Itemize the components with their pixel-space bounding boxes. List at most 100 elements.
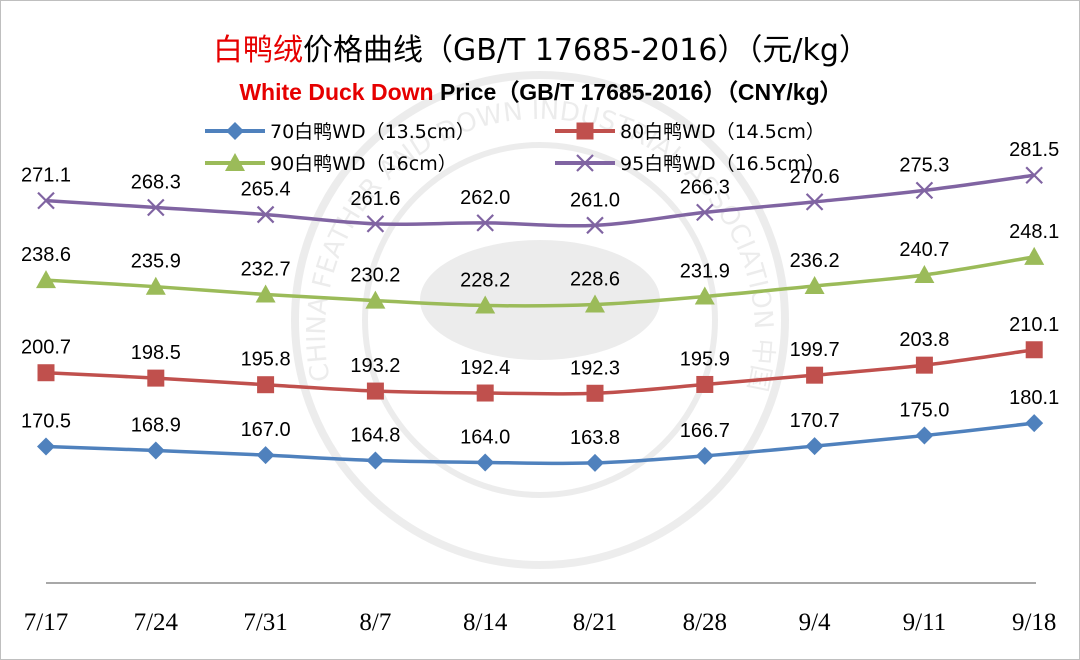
series-1-point-8/7: [366, 451, 385, 470]
data-label-s4-1: 271.1: [21, 165, 71, 187]
data-label-s1-7: 166.7: [680, 420, 730, 442]
legend-marker-1: [226, 122, 244, 140]
series-4-point-7/24: [147, 198, 165, 217]
data-label-s3-2: 235.9: [131, 251, 181, 273]
data-label-s4-10: 281.5: [1009, 139, 1059, 161]
series-2-point-7/24: [147, 369, 165, 387]
data-label-s2-3: 195.8: [241, 349, 291, 371]
series-1-point-8/21: [586, 453, 604, 472]
data-label-s1-3: 167.0: [241, 419, 291, 441]
series-1-point-9/18: [1025, 414, 1044, 433]
data-label-s3-6: 228.6: [570, 269, 620, 291]
series-line-2: [45, 348, 1035, 396]
series-3-point-9/18: [1024, 246, 1045, 265]
series-4: [37, 166, 1043, 235]
series-2-point-8/14: [476, 384, 494, 402]
data-label-s2-9: 203.8: [899, 329, 949, 351]
data-label-s1-10: 180.1: [1009, 387, 1059, 409]
legend-marker-3: [225, 153, 245, 171]
series-line-4: [45, 173, 1035, 228]
data-label-s1-8: 170.7: [790, 410, 840, 432]
data-label-s2-8: 199.7: [790, 339, 840, 361]
data-label-s3-7: 231.9: [680, 260, 730, 282]
data-label-s2-4: 193.2: [350, 355, 400, 377]
chart-title-cn: 白鸭绒价格曲线（GB/T 17685-2016）（元/kg）: [1, 25, 1080, 69]
series-4-point-9/11: [915, 181, 934, 200]
series-2-point-7/31: [257, 376, 275, 394]
series-2-point-7/17: [37, 364, 55, 382]
chart-title-en-rest: Price（GB/T 17685-2016）（CNY/kg）: [433, 79, 843, 105]
series-1: [37, 414, 1044, 472]
data-label-s2-6: 192.3: [570, 357, 620, 379]
x-tick-label-8: 9/4: [799, 609, 831, 636]
x-tick-label-2: 7/24: [134, 609, 179, 636]
legend: 70白鸭WD（13.5cm） 80白鸭WD（14.5cm） 90白鸭WD（16cm）…: [205, 121, 825, 175]
x-tick-label-6: 8/21: [573, 609, 617, 636]
data-label-s2-5: 192.4: [460, 357, 510, 379]
data-label-s2-1: 200.7: [21, 337, 71, 359]
x-tick-label-9: 9/11: [903, 609, 947, 636]
series-4-point-8/14: [476, 214, 494, 232]
legend-entry-3: 90白鸭WD（16cm）: [205, 153, 457, 175]
series-3-point-8/14: [475, 295, 496, 314]
series-3-point-7/24: [145, 276, 166, 295]
chart-title-cn-rest: 价格曲线（GB/T 17685-2016）（元/kg）: [303, 33, 869, 68]
series-1-point-8/14: [476, 453, 495, 472]
series-4-point-8/7: [366, 215, 385, 233]
legend-marker-4: [576, 154, 594, 172]
series-2-point-8/28: [696, 375, 714, 393]
data-label-s2-7: 195.9: [680, 348, 730, 370]
legend-entry-4: 95白鸭WD（16.5cm）: [555, 153, 825, 175]
x-tick-label-5: 8/14: [463, 609, 508, 636]
series-4-point-8/21: [586, 216, 604, 235]
series-3-point-9/11: [914, 264, 935, 283]
series-4-point-8/28: [696, 203, 714, 222]
chart-title-en: White Duck Down Price（GB/T 17685-2016）（C…: [1, 73, 1080, 107]
series-1-point-9/4: [805, 437, 824, 456]
series-4-point-9/18: [1025, 166, 1043, 184]
chart-title-en-highlight: White Duck Down: [239, 79, 434, 105]
data-label-s4-2: 268.3: [131, 171, 181, 193]
data-label-s1-5: 164.0: [460, 426, 510, 448]
data-label-s3-5: 228.2: [460, 270, 510, 292]
data-label-s1-4: 164.8: [350, 424, 400, 446]
series-4-point-7/31: [256, 205, 275, 224]
series-1-point-9/11: [915, 426, 934, 445]
series-1-point-7/24: [146, 441, 165, 460]
data-label-s1-9: 175.0: [899, 400, 949, 422]
data-label-s4-7: 266.3: [680, 176, 730, 198]
data-label-s4-5: 262.0: [460, 187, 510, 209]
data-label-s4-6: 261.0: [570, 189, 620, 211]
chart-title-cn-highlight: 白鸭绒: [213, 33, 304, 68]
series-2-point-8/7: [366, 382, 384, 400]
series-3-point-8/28: [694, 286, 715, 305]
series-3: [36, 246, 1045, 314]
data-label-s3-10: 248.1: [1009, 221, 1059, 243]
series-3-point-8/7: [365, 290, 386, 309]
data-label-s4-9: 275.3: [899, 154, 949, 176]
legend-label-2: 80白鸭WD（14.5cm）: [620, 121, 825, 143]
data-label-s4-4: 261.6: [350, 188, 400, 210]
legend-entry-1: 70白鸭WD（13.5cm）: [205, 121, 475, 143]
data-label-s1-2: 168.9: [131, 414, 181, 436]
series-1-point-7/17: [37, 437, 55, 456]
data-label-s3-4: 230.2: [350, 265, 400, 287]
series-4-point-9/4: [805, 193, 824, 211]
data-label-s1-6: 163.8: [570, 427, 620, 449]
x-tick-labels: 7/17 7/24 7/31 8/7 8/14 8/21 8/28 9/4 9/11 9/18: [24, 609, 1057, 636]
series-1-point-7/31: [256, 446, 275, 465]
data-label-s4-8: 270.6: [790, 166, 840, 188]
data-label-s2-2: 198.5: [131, 342, 181, 364]
series-2-point-9/18: [1025, 341, 1043, 359]
legend-label-4: 95白鸭WD（16.5cm）: [620, 153, 825, 175]
series-3-point-8/21: [585, 294, 605, 313]
x-tick-label-4: 8/7: [359, 609, 391, 636]
data-label-s3-3: 232.7: [241, 259, 291, 281]
data-label-s3-1: 238.6: [21, 244, 71, 266]
legend-label-3: 90白鸭WD（16cm）: [270, 153, 457, 175]
series-1-point-8/28: [695, 446, 714, 465]
legend-marker-2: [576, 122, 594, 140]
data-label-s4-3: 265.4: [241, 179, 291, 201]
